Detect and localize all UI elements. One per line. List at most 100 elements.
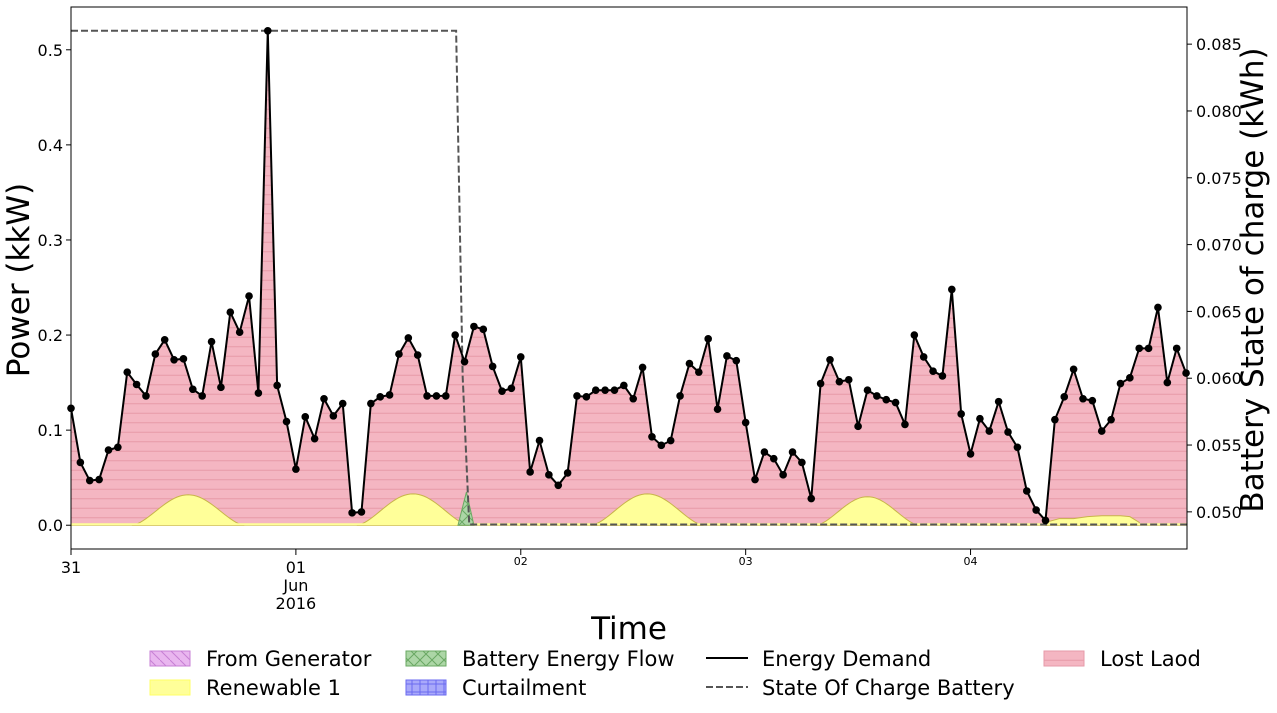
energy-demand-point [629,394,638,403]
left-y-tick-label: 0.3 [38,231,63,250]
legend-item: Lost Laod [1043,647,1201,671]
energy-demand-point [395,350,403,358]
x-tick-label: 31 [61,558,81,577]
legend-label: From Generator [206,647,372,671]
energy-demand-point [104,446,113,454]
legend-label: Curtailment [462,676,586,700]
energy-demand-point [263,26,272,35]
renewable-area-day-2 [356,493,470,526]
right-y-tick-label: 0.050 [1196,503,1242,522]
energy-demand-point [357,508,366,516]
energy-demand-point [404,334,413,342]
energy-demand-point [798,458,806,467]
x-tick-year-label: 2016 [276,594,317,613]
energy-demand-point [1163,378,1172,387]
right-y-tick-label: 0.055 [1196,436,1242,455]
left-y-tick-label: 0.1 [38,421,63,440]
energy-demand-point [788,448,797,456]
energy-demand-point [554,481,563,490]
energy-demand-point [320,394,328,403]
energy-demand-point [226,308,235,317]
energy-demand-point [273,381,281,390]
energy-demand-point [994,397,1003,406]
legend-item: Energy Demand [706,647,931,671]
right-y-tick-label: 0.070 [1196,236,1242,255]
energy-demand-point [142,392,150,400]
energy-demand-point [329,412,338,420]
legend-swatch [405,679,447,696]
energy-demand-point [1144,344,1153,353]
energy-demand-point [198,392,206,400]
energy-demand-point [563,469,572,477]
energy-demand-point [610,386,619,395]
right-y-axis: 0.050 0.055 0.060 0.065 0.070 0.075 0.080 0.085 [1187,35,1242,522]
legend-item: Battery Energy Flow [405,647,675,671]
plot-frame [70,6,1188,550]
legend-swatch [149,650,191,667]
energy-demand-point [957,410,965,418]
energy-demand-point [207,337,216,346]
energy-demand-point [723,352,731,360]
energy-demand-point [938,372,947,380]
legend-item: Renewable 1 [149,676,341,700]
energy-demand-point [1022,487,1031,495]
energy-demand-point [413,351,422,359]
energy-demand-point [217,383,225,392]
energy-demand-point [114,443,122,452]
energy-demand-point [95,475,103,484]
energy-demand-point [151,350,160,358]
energy-demand-point [442,392,450,400]
left-y-tick-label: 0.4 [38,136,63,155]
energy-demand-point [891,398,900,407]
energy-demand-point [807,494,816,503]
renewable-area-day-4 [815,496,920,526]
energy-demand-point [713,405,722,414]
energy-demand-point [966,450,975,458]
energy-demand-point [367,399,375,408]
energy-demand-point [245,292,253,300]
energy-demand-point [863,386,872,395]
x-tick-label: 01 [286,558,306,577]
energy-demand-point [189,385,197,394]
energy-demand-point [601,386,609,395]
energy-demand-point [1041,516,1050,525]
energy-demand-point [1116,379,1125,388]
energy-demand-point [695,368,703,376]
energy-demand-point [1060,393,1069,401]
right-y-tick-label: 0.060 [1196,369,1242,388]
energy-demand-point [666,436,675,445]
left-y-tick-label: 0.5 [38,41,63,60]
energy-demand-point [338,399,347,408]
energy-demand-point [704,335,712,343]
energy-demand-point [1135,344,1144,353]
energy-demand-point [769,454,778,463]
energy-demand-point [123,368,132,376]
y-axis-title: Power (kkW) [1,183,37,377]
legend: From Generator Renewable 1 Battery Energy … [149,647,1201,700]
energy-demand-point [170,355,178,364]
energy-demand-point [873,392,881,400]
energy-demand-point [779,471,787,479]
legend-swatch [1043,650,1085,667]
energy-demand-point [826,355,834,364]
energy-demand-point [741,418,750,427]
energy-demand-point [526,468,534,476]
energy-demand-point [1107,415,1115,424]
soc-line [71,29,1187,526]
energy-demand-point [882,395,891,404]
energy-demand-point [835,377,844,386]
energy-demand-point [657,441,666,450]
energy-demand-point [676,392,684,400]
energy-demand-point [751,475,759,484]
lost-load-area [71,30,1187,526]
energy-demand-point [929,367,937,375]
energy-demand-point [976,414,984,423]
energy-demand-point [685,359,694,368]
legend-swatch [149,679,191,696]
energy-demand-point [310,434,319,443]
energy-demand-point [432,392,441,400]
energy-demand-point [1126,374,1134,382]
x-axis-title: Time [590,611,667,647]
energy-demand-point [423,392,431,400]
